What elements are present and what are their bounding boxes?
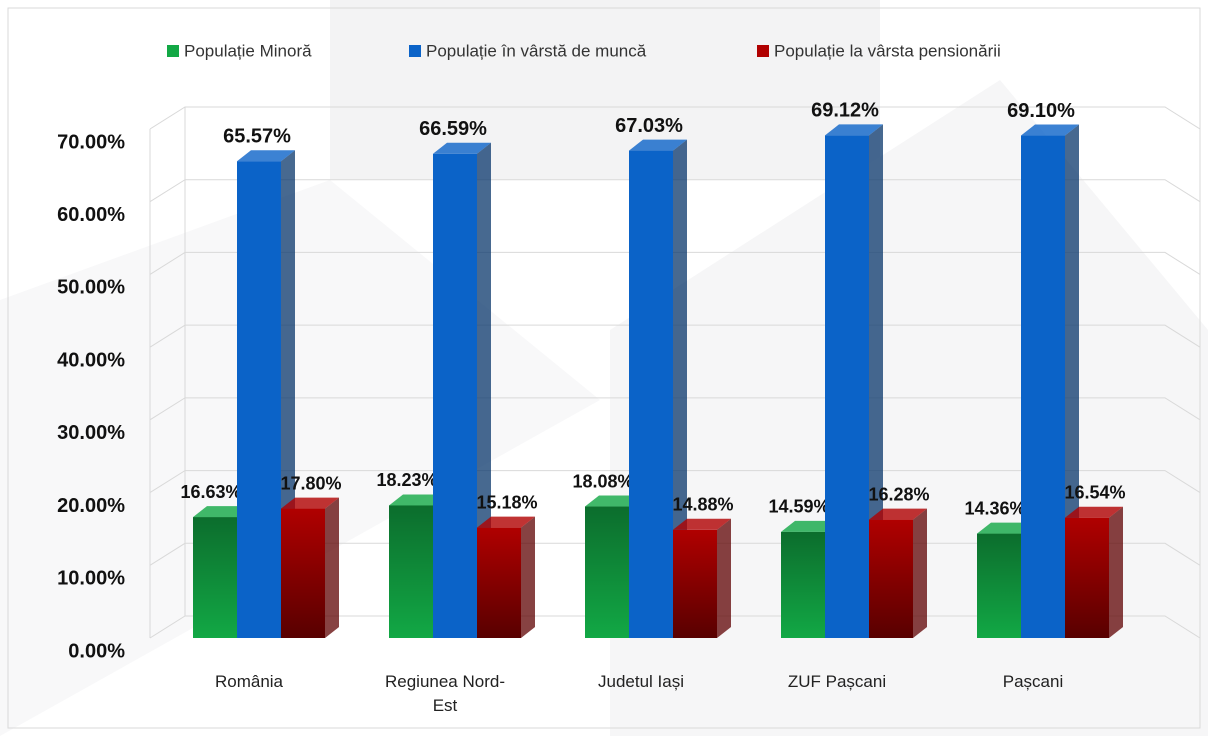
bar-top: [237, 150, 295, 162]
bar: [825, 135, 869, 638]
bar-top: [825, 124, 883, 136]
y-tick-label: 0.00%: [68, 640, 125, 662]
value-label: 14.59%: [768, 497, 829, 517]
bars: 16.63% 18.23% 18.08% 14.59% 14.36% 65.57% 66.5…: [180, 100, 1126, 639]
bar-shade: [673, 529, 717, 638]
x-tick-label: ZUF Pașcani: [787, 672, 887, 691]
x-tick-label: Judetul Iași: [598, 672, 684, 691]
bar-side-shade: [477, 142, 491, 638]
bar-side-shade: [325, 497, 339, 638]
bar-top: [477, 516, 535, 528]
bar-shade: [193, 517, 237, 638]
grid-line: [149, 106, 1201, 130]
bar-side: [477, 142, 491, 638]
bar-shade: [1065, 517, 1109, 638]
legend-label: Populație Minoră: [184, 41, 312, 60]
bar-side-shade: [521, 516, 535, 638]
bar-side-shade: [1109, 506, 1123, 638]
value-label: 16.54%: [1064, 482, 1125, 502]
legend-label: Populație la vârsta pensionării: [774, 41, 1001, 60]
value-label: 18.23%: [376, 470, 437, 490]
y-tick-label: 50.00%: [57, 277, 125, 299]
axis-wall: [149, 107, 186, 638]
value-label: 15.18%: [476, 492, 537, 512]
bar-top: [585, 495, 643, 507]
y-tick-label: 40.00%: [57, 349, 125, 371]
bar-shade: [781, 531, 825, 638]
value-label: 66.59%: [419, 118, 487, 140]
bar-side: [869, 124, 883, 638]
x-tick-label: Regiunea Nord-Est: [384, 672, 505, 715]
bar-top: [781, 520, 839, 532]
bar-side: [913, 508, 927, 638]
bar: [629, 150, 673, 639]
bar-top: [433, 142, 491, 154]
y-tick-label: 60.00%: [57, 204, 125, 226]
bar-side: [325, 497, 339, 638]
legend-swatch: [409, 45, 421, 57]
x-tick-label: România: [214, 672, 284, 691]
bar: [237, 161, 281, 638]
bar-shade: [281, 508, 325, 638]
bar-shade: [977, 533, 1021, 638]
bar-side: [1109, 506, 1123, 638]
y-tick-label: 10.00%: [57, 568, 125, 590]
bar-top: [1021, 124, 1079, 136]
bar-side-shade: [673, 139, 687, 639]
bar-top: [389, 494, 447, 506]
bar-side-shade: [869, 124, 883, 638]
y-tick-label: 30.00%: [57, 422, 125, 444]
bar-top: [977, 522, 1035, 534]
bar-side: [717, 518, 731, 638]
value-label: 17.80%: [280, 473, 341, 493]
bar-shade: [389, 505, 433, 638]
legend-swatch: [757, 45, 769, 57]
value-label: 18.08%: [572, 471, 633, 491]
value-label: 65.57%: [223, 125, 291, 147]
bar-top: [869, 508, 927, 520]
bar-shade: [869, 519, 913, 638]
value-label: 67.03%: [615, 115, 683, 137]
bar-side: [521, 516, 535, 638]
legend-swatch: [167, 45, 179, 57]
y-tick-label: 20.00%: [57, 495, 125, 517]
y-tick-label: 70.00%: [57, 131, 125, 153]
value-label: 69.12%: [811, 100, 879, 122]
value-label: 14.88%: [672, 495, 733, 515]
bar-side: [673, 139, 687, 639]
bar-shade: [585, 506, 629, 638]
value-label: 14.36%: [964, 498, 1025, 518]
bar-shade: [477, 527, 521, 638]
bar-top: [193, 506, 251, 518]
bar-top: [281, 497, 339, 509]
bar-side-shade: [913, 508, 927, 638]
bar-top: [629, 139, 687, 151]
value-label: 16.28%: [868, 484, 929, 504]
bar: [433, 153, 477, 638]
x-tick-label: Pașcani: [1002, 672, 1064, 691]
bar-top: [673, 518, 731, 530]
legend-label: Populație în vârstă de muncă: [426, 41, 647, 60]
value-label: 69.10%: [1007, 100, 1075, 122]
value-label: 16.63%: [180, 482, 241, 502]
bar-side-shade: [717, 518, 731, 638]
bar-top: [1065, 506, 1123, 518]
bar: [1021, 135, 1065, 638]
